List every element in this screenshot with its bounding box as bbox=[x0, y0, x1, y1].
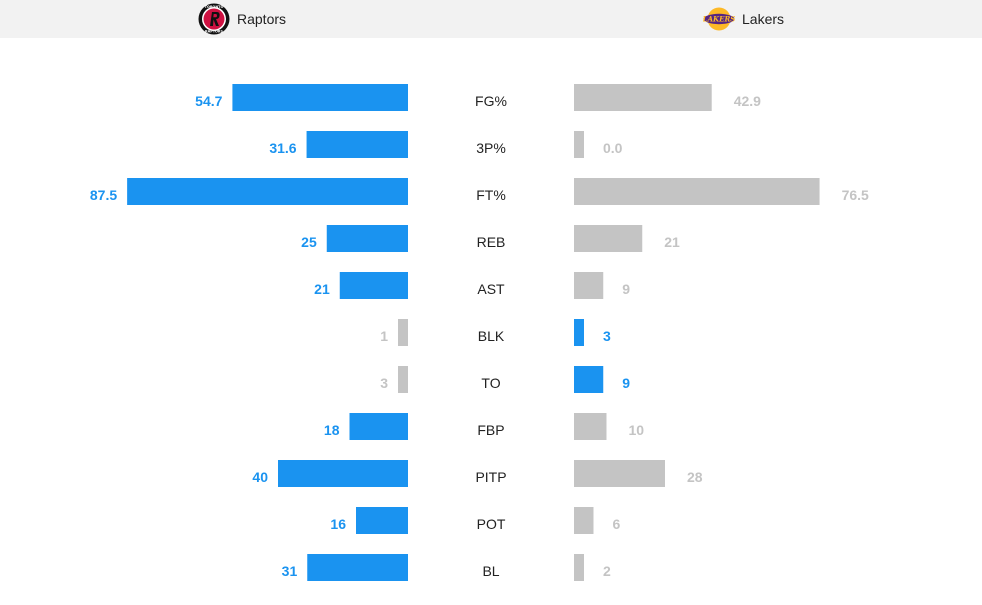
bar-raptors-ast bbox=[339, 272, 408, 299]
bar-raptors-ft-pct bbox=[127, 178, 408, 205]
bar-raptors-pitp bbox=[278, 460, 408, 487]
bar-raptors-bl bbox=[307, 554, 408, 581]
value-label-lakers-ast: 9 bbox=[622, 281, 630, 297]
bar-lakers-bl bbox=[574, 554, 584, 581]
bar-lakers-ast bbox=[574, 272, 604, 299]
bar-lakers-to bbox=[574, 366, 604, 393]
bar-lakers-blk bbox=[574, 319, 584, 346]
category-label-pot: POT bbox=[477, 516, 506, 532]
value-label-raptors-ft-pct: 87.5 bbox=[90, 187, 117, 203]
team-name-raptors: Raptors bbox=[237, 11, 287, 27]
value-label-lakers-to: 9 bbox=[622, 375, 630, 391]
category-label-to: TO bbox=[481, 375, 500, 391]
value-label-raptors-fbp: 18 bbox=[324, 422, 340, 438]
category-label-pitp: PITP bbox=[475, 469, 506, 485]
team-lakers[interactable]: LAKERS Lakers bbox=[703, 0, 784, 38]
bar-raptors-blk bbox=[398, 319, 408, 346]
category-label-ast: AST bbox=[477, 281, 505, 297]
category-label-fg-pct: FG% bbox=[475, 93, 507, 109]
bar-lakers-3p-pct bbox=[574, 131, 584, 158]
category-label-3p-pct: 3P% bbox=[476, 140, 506, 156]
category-label-fbp: FBP bbox=[477, 422, 504, 438]
svg-text:RAPTORS: RAPTORS bbox=[205, 30, 224, 34]
value-label-raptors-to: 3 bbox=[380, 375, 388, 391]
svg-text:TORONTO: TORONTO bbox=[205, 5, 224, 9]
bar-lakers-ft-pct bbox=[574, 178, 820, 205]
value-label-raptors-reb: 25 bbox=[301, 234, 317, 250]
value-label-lakers-pot: 6 bbox=[613, 516, 621, 532]
value-label-lakers-bl: 2 bbox=[603, 563, 611, 579]
value-label-lakers-3p-pct: 0.0 bbox=[603, 140, 623, 156]
category-label-bl: BL bbox=[482, 563, 499, 579]
bar-lakers-reb bbox=[574, 225, 643, 252]
lakers-logo-icon: LAKERS bbox=[703, 7, 735, 31]
value-label-lakers-fbp: 10 bbox=[629, 422, 645, 438]
value-label-raptors-bl: 31 bbox=[282, 563, 298, 579]
category-label-ft-pct: FT% bbox=[476, 187, 506, 203]
value-label-raptors-blk: 1 bbox=[380, 328, 388, 344]
team-raptors[interactable]: TORONTO RAPTORS Raptors bbox=[198, 0, 286, 38]
bar-lakers-fbp bbox=[574, 413, 607, 440]
team-name-lakers: Lakers bbox=[742, 11, 785, 27]
value-label-lakers-fg-pct: 42.9 bbox=[734, 93, 761, 109]
value-label-raptors-fg-pct: 54.7 bbox=[195, 93, 222, 109]
value-label-lakers-reb: 21 bbox=[664, 234, 680, 250]
category-label-blk: BLK bbox=[478, 328, 505, 344]
value-label-lakers-blk: 3 bbox=[603, 328, 611, 344]
bar-raptors-fbp bbox=[349, 413, 408, 440]
value-label-raptors-pitp: 40 bbox=[252, 469, 268, 485]
bar-lakers-pot bbox=[574, 507, 594, 534]
svg-text:LAKERS: LAKERS bbox=[703, 15, 735, 24]
bar-lakers-pitp bbox=[574, 460, 665, 487]
value-label-raptors-pot: 16 bbox=[330, 516, 346, 532]
bar-raptors-fg-pct bbox=[232, 84, 408, 111]
bar-raptors-reb bbox=[326, 225, 408, 252]
raptors-logo-icon: TORONTO RAPTORS bbox=[198, 3, 230, 35]
team-header: TORONTO RAPTORS Raptors LAKERS Lakers bbox=[0, 0, 982, 38]
bar-raptors-pot bbox=[356, 507, 408, 534]
value-label-lakers-pitp: 28 bbox=[687, 469, 703, 485]
category-label-reb: REB bbox=[477, 234, 506, 250]
bar-raptors-3p-pct bbox=[306, 131, 408, 158]
bar-raptors-to bbox=[398, 366, 408, 393]
bar-lakers-fg-pct bbox=[574, 84, 712, 111]
value-label-lakers-ft-pct: 76.5 bbox=[842, 187, 869, 203]
value-label-raptors-ast: 21 bbox=[314, 281, 330, 297]
value-label-raptors-3p-pct: 31.6 bbox=[269, 140, 296, 156]
